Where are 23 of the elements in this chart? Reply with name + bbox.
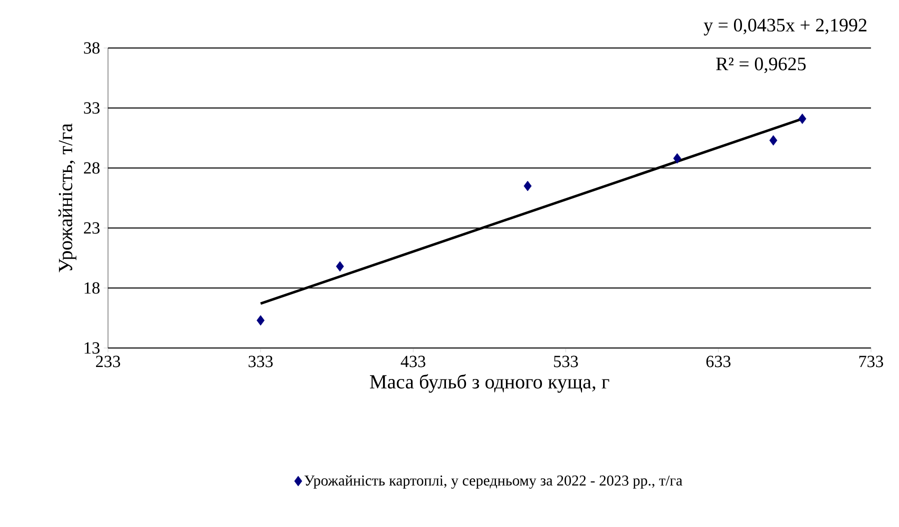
y-tick-label: 33 — [84, 102, 100, 114]
point — [336, 261, 344, 272]
x-axis-title: Маса бульб з одного куща, г — [370, 374, 610, 393]
y-tick-label: 23 — [84, 222, 100, 234]
point — [524, 180, 532, 192]
legend-label: Урожайність картоплі, у середньому за 2022 - 2023 рр., т/га — [304, 475, 682, 489]
point — [256, 315, 265, 326]
x-tick-label: 333 — [248, 356, 273, 368]
y-axis-title: Урожайність, т/га — [58, 123, 76, 272]
point — [769, 135, 778, 146]
x-tick-label: 633 — [706, 356, 730, 368]
annotation: R² = 0,9625 — [716, 58, 806, 74]
x-tick-label: 533 — [554, 356, 578, 368]
point — [673, 153, 682, 164]
x-tick-label: 233 — [96, 356, 120, 368]
x-tick-label: 733 — [859, 356, 884, 368]
point — [798, 114, 806, 124]
y-tick-label: 38 — [84, 42, 100, 54]
text: y = 0,0435x + 2,1992 — [704, 18, 866, 36]
y-tick-label: 18 — [84, 282, 100, 294]
y-tick-label: 13 — [84, 342, 100, 354]
x-tick-label: 433 — [400, 356, 426, 368]
y-tick-label: 28 — [84, 162, 100, 174]
